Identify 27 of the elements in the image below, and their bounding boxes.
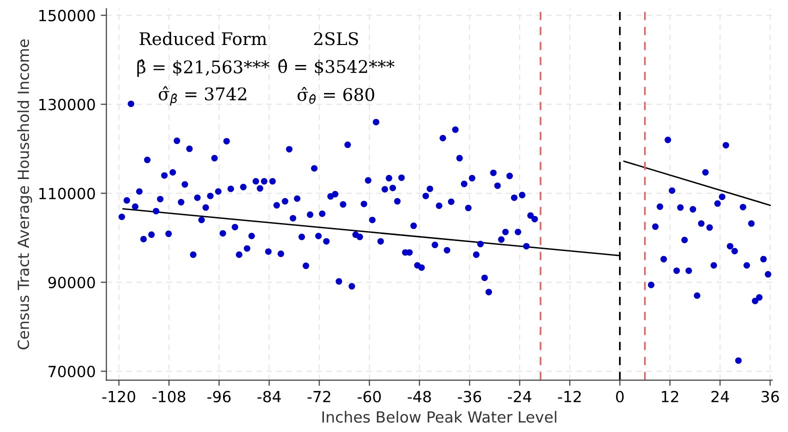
x-tick-label: -36 <box>458 390 482 402</box>
x-tick-label: 36 <box>762 390 779 402</box>
y-tick-label: 90000 <box>48 276 95 288</box>
x-tick-label: -24 <box>508 390 532 402</box>
x-tick-label: 24 <box>711 390 729 402</box>
y-axis-title: Census Tract Average Household Income <box>17 39 32 350</box>
y-tick-label: 110000 <box>39 188 95 200</box>
x-tick-label: 12 <box>662 390 678 402</box>
x-tick-label: -48 <box>408 390 431 402</box>
y-tick-label: 130000 <box>39 98 95 110</box>
x-axis-title: Inches Below Peak Water Level <box>322 410 556 423</box>
x-tick-label: -96 <box>207 390 231 402</box>
x-tick-label: 0 <box>616 390 624 402</box>
annotation: σ̂$_{β̂}$ = 3742 <box>158 86 246 106</box>
annotation: Reduced Form <box>140 32 267 46</box>
x-tick-label: -84 <box>257 390 281 402</box>
annotation: θ̂ = $3542*** <box>278 58 394 76</box>
x-tick-label: -60 <box>358 390 381 402</box>
annotation: 2SLS <box>314 32 358 46</box>
x-tick-label: -120 <box>102 390 136 402</box>
x-tick-label: -12 <box>558 390 581 402</box>
annotation: σ̂$_{θ̂}$ = 680 <box>298 86 374 104</box>
x-tick-label: -108 <box>152 390 186 402</box>
y-tick-label: 70000 <box>48 366 95 378</box>
annotation: β̂ = $21,563*** <box>137 59 270 77</box>
x-tick-label: -72 <box>308 390 330 402</box>
y-tick-label: 150000 <box>39 10 95 22</box>
